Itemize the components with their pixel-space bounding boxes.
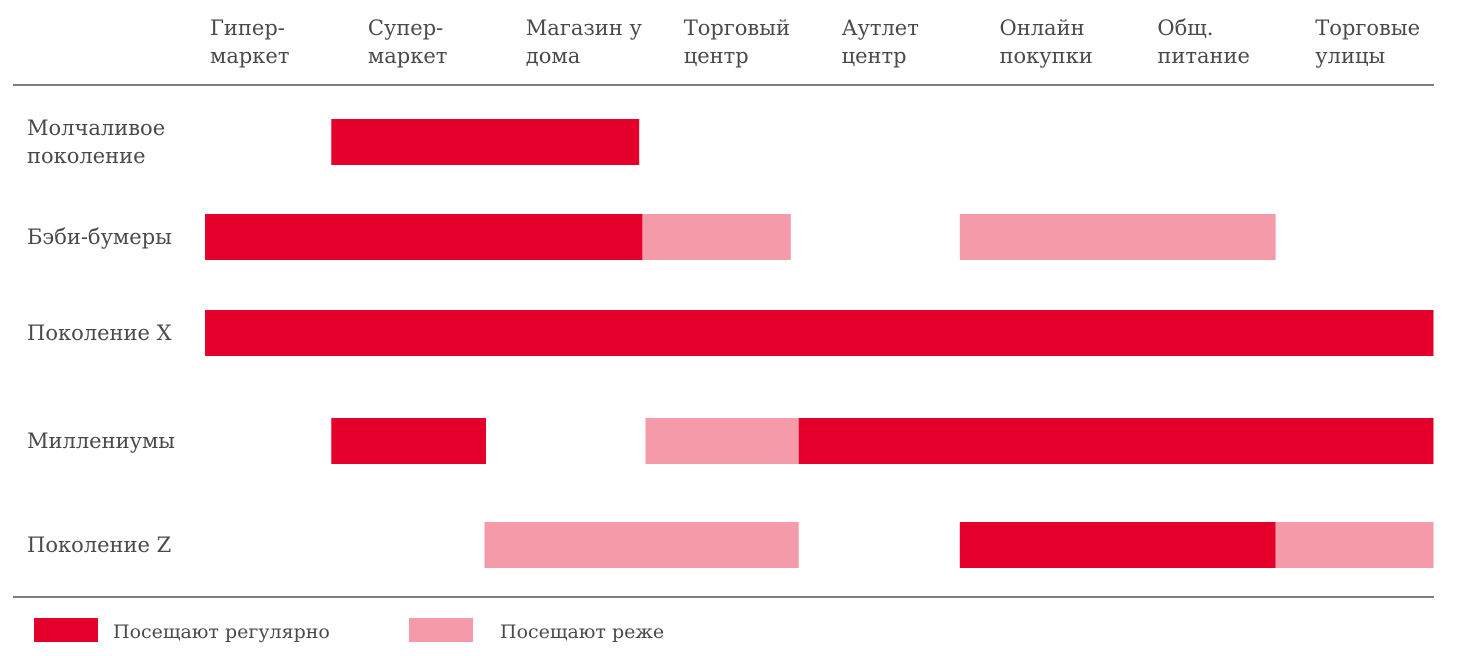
row-label: Молчаливое поколение bbox=[27, 116, 165, 168]
column-label: Торговый центр bbox=[684, 16, 790, 68]
row-label: Поколение X bbox=[27, 321, 172, 345]
column-label: Магазин у дома bbox=[526, 16, 643, 68]
column-label-line: дома bbox=[526, 44, 580, 68]
bar-segment-rare bbox=[645, 418, 799, 464]
column-label-line: центр bbox=[684, 44, 749, 68]
column-label: Общ. питание bbox=[1157, 16, 1250, 68]
bar-segment-regular bbox=[205, 214, 643, 260]
column-label: Онлайн покупки bbox=[1000, 16, 1093, 68]
legend-label-rare: Посещают реже bbox=[500, 621, 664, 643]
column-label-line: маркет bbox=[368, 44, 447, 68]
column-label-line: Супер- bbox=[368, 16, 443, 40]
column-label-line: маркет bbox=[210, 44, 289, 68]
bar-segment-regular bbox=[331, 119, 640, 165]
bar-segment-rare bbox=[959, 214, 1276, 260]
row-label-line: Бэби-бумеры bbox=[27, 225, 172, 249]
row-label: Поколение Z bbox=[27, 533, 171, 557]
bar-segment-rare bbox=[1275, 522, 1434, 568]
bar-segment-regular bbox=[205, 310, 1434, 356]
row-label: Бэби-бумеры bbox=[27, 225, 172, 249]
column-label: Супер-маркет bbox=[368, 16, 447, 68]
column-label-line: Аутлет bbox=[842, 16, 919, 40]
legend-swatch-rare bbox=[409, 618, 473, 642]
legend-label-regular: Посещают регулярно bbox=[113, 621, 330, 643]
bar-segment-rare bbox=[484, 522, 799, 568]
column-label-line: Магазин у bbox=[526, 16, 643, 40]
column-label-line: Онлайн bbox=[1000, 16, 1085, 40]
column-label-line: Торговые bbox=[1315, 16, 1420, 40]
legend: Посещают регулярно Посещают реже bbox=[34, 618, 664, 643]
column-label-line: Торговый bbox=[684, 16, 790, 40]
column-label: Торговые улицы bbox=[1315, 16, 1420, 68]
row-label-line: Молчаливое bbox=[27, 116, 165, 140]
column-label-line: покупки bbox=[1000, 44, 1093, 68]
legend-swatch-regular bbox=[34, 618, 98, 642]
column-label: Аутлет центр bbox=[842, 16, 919, 68]
bar-segment-regular bbox=[798, 418, 1434, 464]
bars bbox=[205, 119, 1434, 568]
row-label-line: Миллениумы bbox=[27, 429, 175, 453]
column-label-line: Общ. bbox=[1157, 16, 1213, 40]
bar-segment-regular bbox=[959, 522, 1276, 568]
row-label-line: Поколение X bbox=[27, 321, 172, 345]
row-labels: Молчаливое поколение Бэби-бумеры Поколение … bbox=[27, 116, 175, 557]
bar-segment-regular bbox=[331, 418, 486, 464]
bar-segment-rare bbox=[642, 214, 791, 260]
column-label-line: Гипер- bbox=[210, 16, 285, 40]
row-label-line: поколение bbox=[27, 144, 146, 168]
column-label-line: улицы bbox=[1315, 44, 1385, 68]
column-label-line: центр bbox=[842, 44, 907, 68]
row-label: Миллениумы bbox=[27, 429, 175, 453]
row-label-line: Поколение Z bbox=[27, 533, 171, 557]
column-label-line: питание bbox=[1157, 44, 1250, 68]
column-label: Гипер-маркет bbox=[210, 16, 289, 68]
